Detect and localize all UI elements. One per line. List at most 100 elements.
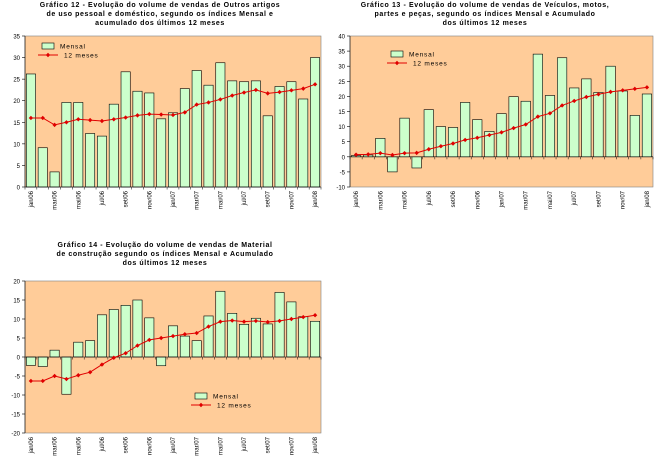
bar — [97, 135, 107, 188]
y-tick-label: 35 — [13, 35, 20, 41]
line-marker — [253, 318, 259, 324]
line-marker — [511, 125, 516, 131]
line-marker — [194, 330, 199, 336]
chart-12-svg: 0 5 10 15 20 25 30 35 jan/06 mar/06 mai/06 jul/06 se… — [13, 35, 322, 210]
chart-title-line: dos últimos 12 meses — [122, 260, 208, 267]
line-marker — [111, 117, 116, 122]
legend-marker-12-meses — [394, 60, 400, 66]
x-tick-label: jan/06 — [29, 436, 35, 454]
bar — [435, 126, 446, 158]
bar — [191, 70, 202, 188]
line-marker — [28, 378, 34, 384]
line-marker — [450, 141, 456, 146]
line-marker — [99, 118, 105, 124]
x-tick-label: jan/08 — [313, 436, 319, 454]
y-tick-label: 35 — [338, 50, 345, 56]
x-tick-label: mai/07 — [548, 190, 554, 209]
line-marker — [147, 337, 152, 343]
y-tick-label: 15 — [13, 299, 20, 305]
line-marker — [241, 90, 247, 95]
y-tick-label: 10 — [13, 318, 20, 324]
y-tick-label: 10 — [13, 142, 20, 148]
line-marker — [289, 88, 294, 93]
y-tick-label: -5 — [15, 375, 21, 381]
x-tick-label: jan/07 — [171, 436, 177, 454]
x-tick-label: jan/08 — [313, 190, 319, 208]
chart-title-line: Gráfico 13 - Evolução do volume de venda… — [360, 2, 610, 9]
line-marker — [289, 316, 294, 322]
x-tick-label: set/07 — [596, 190, 602, 207]
chart-title: Gráfico 13 - Evolução do volume de venda… — [330, 1, 640, 28]
y-tick-label: 40 — [338, 35, 345, 41]
bar — [49, 349, 60, 358]
bar — [73, 341, 84, 358]
bar — [215, 62, 226, 188]
chart-title-line: partes e peças, segundo os índices Mensa… — [374, 11, 596, 18]
line-marker — [135, 113, 140, 118]
y-tick-label: -5 — [340, 170, 346, 176]
bar — [262, 115, 273, 188]
bar — [144, 317, 155, 358]
legend-label-mensal: Mensal — [213, 394, 239, 401]
bar — [61, 102, 72, 188]
x-tick-label: mar/07 — [195, 436, 201, 455]
legend: Mensal 12 meses — [191, 392, 251, 410]
y-tick-label: -10 — [11, 394, 20, 400]
line-marker — [218, 97, 223, 102]
x-tick-label: set/07 — [266, 190, 272, 207]
bar — [605, 65, 616, 158]
line-marker — [76, 373, 81, 378]
bar — [250, 80, 261, 188]
y-tick-label: 30 — [338, 65, 345, 71]
bar — [168, 112, 178, 188]
line-marker — [206, 324, 211, 329]
line-marker — [499, 130, 504, 135]
line-marker — [301, 86, 306, 91]
chart-title: Gráfico 12 - Evolução do volume de venda… — [10, 1, 310, 28]
chart-title-line: dos últimos 12 meses — [442, 20, 528, 27]
line-marker — [111, 355, 116, 360]
line-marker — [194, 102, 199, 107]
bar — [156, 356, 167, 367]
x-tick-label: jan/06 — [29, 190, 35, 208]
legend-swatch-mensal — [390, 50, 404, 58]
bar — [310, 320, 320, 358]
y-tick-label: -15 — [11, 413, 20, 419]
bar — [120, 71, 131, 188]
x-tick-label: jul/07 — [572, 190, 578, 206]
line-marker — [241, 319, 247, 324]
line-marker — [87, 370, 93, 375]
x-tick-label: nov/07 — [621, 190, 627, 209]
line-marker — [123, 351, 128, 356]
line-marker — [312, 313, 318, 318]
legend-marker-12-meses — [45, 52, 51, 58]
y-tick-label: 20 — [338, 95, 345, 101]
bar — [37, 147, 48, 188]
bar — [460, 102, 471, 158]
x-tick-label: nov/06 — [147, 436, 153, 455]
bar — [387, 156, 398, 173]
line-marker — [182, 332, 188, 337]
y-tick-label: -10 — [336, 186, 345, 192]
bar — [641, 93, 652, 158]
x-tick-label: jan/07 — [171, 190, 177, 208]
x-tick-label: set/07 — [266, 436, 272, 453]
line-marker — [265, 319, 270, 325]
line-marker — [644, 85, 650, 90]
bar — [191, 340, 202, 358]
y-tick-label: 0 — [342, 155, 346, 161]
x-tick-label: jul/06 — [427, 190, 433, 206]
bar — [26, 73, 36, 188]
bar — [593, 92, 604, 158]
line-marker — [158, 335, 164, 341]
line-marker — [312, 82, 318, 87]
chart-title-line: Gráfico 14 - Evolução do volume de venda… — [57, 242, 273, 249]
bar — [37, 356, 48, 367]
bar — [286, 301, 297, 358]
legend-label-mensal: Mensal — [60, 44, 86, 51]
line-marker — [426, 147, 431, 152]
line-marker — [170, 333, 176, 339]
x-tick-label: mar/07 — [195, 190, 201, 209]
line-marker — [523, 122, 528, 127]
line-marker — [378, 150, 383, 156]
